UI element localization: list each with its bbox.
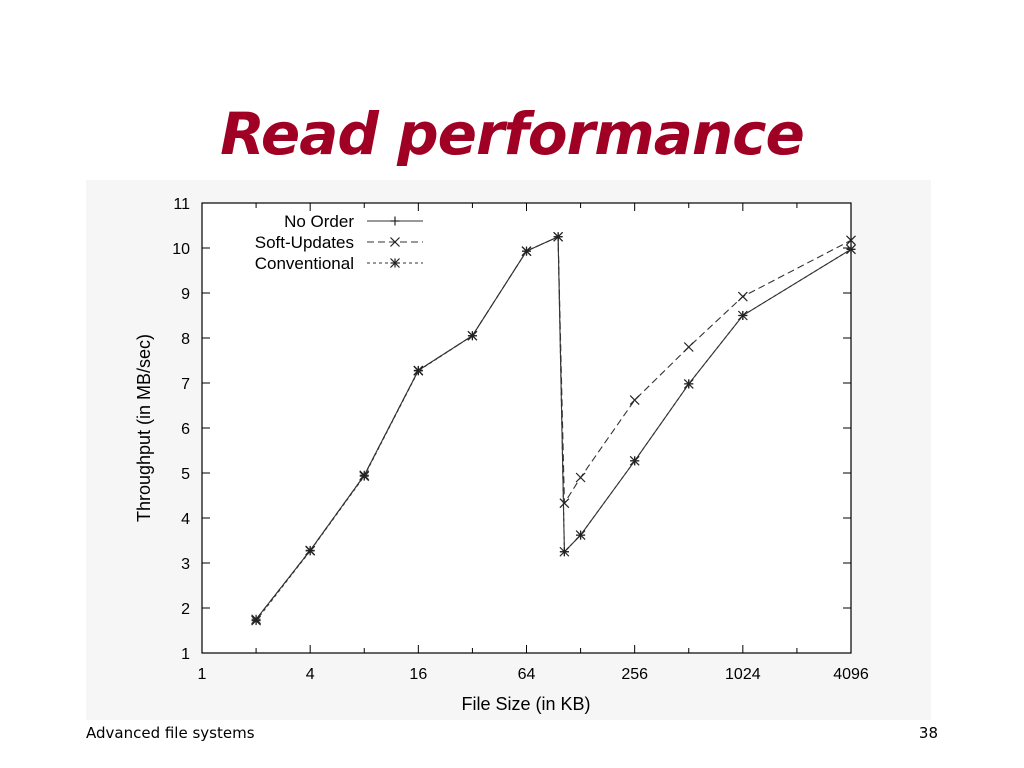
data-point — [629, 395, 640, 406]
data-point — [737, 310, 748, 321]
x-tick-label: 1024 — [725, 666, 761, 683]
page-number: 38 — [918, 724, 938, 742]
data-point — [575, 472, 586, 483]
y-tick-label: 2 — [181, 601, 190, 618]
footer-course-title: Advanced file systems — [86, 724, 255, 742]
legend-label: Soft-Updates — [255, 233, 354, 252]
slide-title: Read performance — [220, 100, 805, 168]
data-point — [846, 244, 856, 255]
data-point — [521, 246, 532, 257]
data-point — [467, 330, 478, 341]
y-tick-label: 7 — [181, 376, 190, 393]
x-tick-label: 64 — [518, 666, 536, 683]
data-point — [575, 530, 586, 541]
x-axis-label: File Size (in KB) — [461, 694, 590, 714]
y-tick-label: 5 — [181, 466, 190, 483]
x-tick-label: 16 — [409, 666, 427, 683]
data-point — [683, 342, 694, 352]
data-point — [559, 546, 570, 557]
data-point — [629, 455, 640, 466]
legend-marker — [390, 216, 400, 226]
series-conventional — [251, 231, 856, 626]
plot-area — [201, 202, 852, 654]
y-axis-label: Throughput (in MB/sec) — [134, 334, 154, 522]
legend-marker — [390, 258, 400, 268]
y-tick-label: 9 — [181, 286, 190, 303]
y-tick-label: 11 — [173, 196, 190, 213]
y-tick-label: 1 — [181, 646, 190, 663]
legend-label: No Order — [284, 212, 354, 231]
legend-marker — [390, 237, 400, 247]
legend-label: Conventional — [255, 254, 354, 273]
x-tick-label: 1 — [198, 666, 207, 683]
data-point — [559, 498, 570, 509]
y-tick-label: 10 — [172, 241, 190, 258]
x-tick-label: 4 — [306, 666, 315, 683]
data-point — [251, 615, 262, 626]
data-point — [413, 365, 424, 376]
y-tick-label: 6 — [181, 421, 190, 438]
data-point — [683, 378, 694, 389]
x-tick-label: 256 — [621, 666, 648, 683]
x-tick-label: 4096 — [833, 666, 869, 683]
y-tick-label: 3 — [181, 556, 190, 573]
data-point — [305, 545, 316, 556]
y-tick-label: 8 — [181, 331, 190, 348]
data-point — [737, 291, 748, 302]
data-point — [846, 235, 856, 246]
y-tick-label: 4 — [181, 511, 190, 528]
data-point — [359, 471, 370, 482]
data-point — [553, 231, 564, 242]
chart-panel: 1 2 3 4 5 6 7 8 9 10 11 1 4 16 64 256 1024 4096 No Order S… — [86, 180, 931, 720]
